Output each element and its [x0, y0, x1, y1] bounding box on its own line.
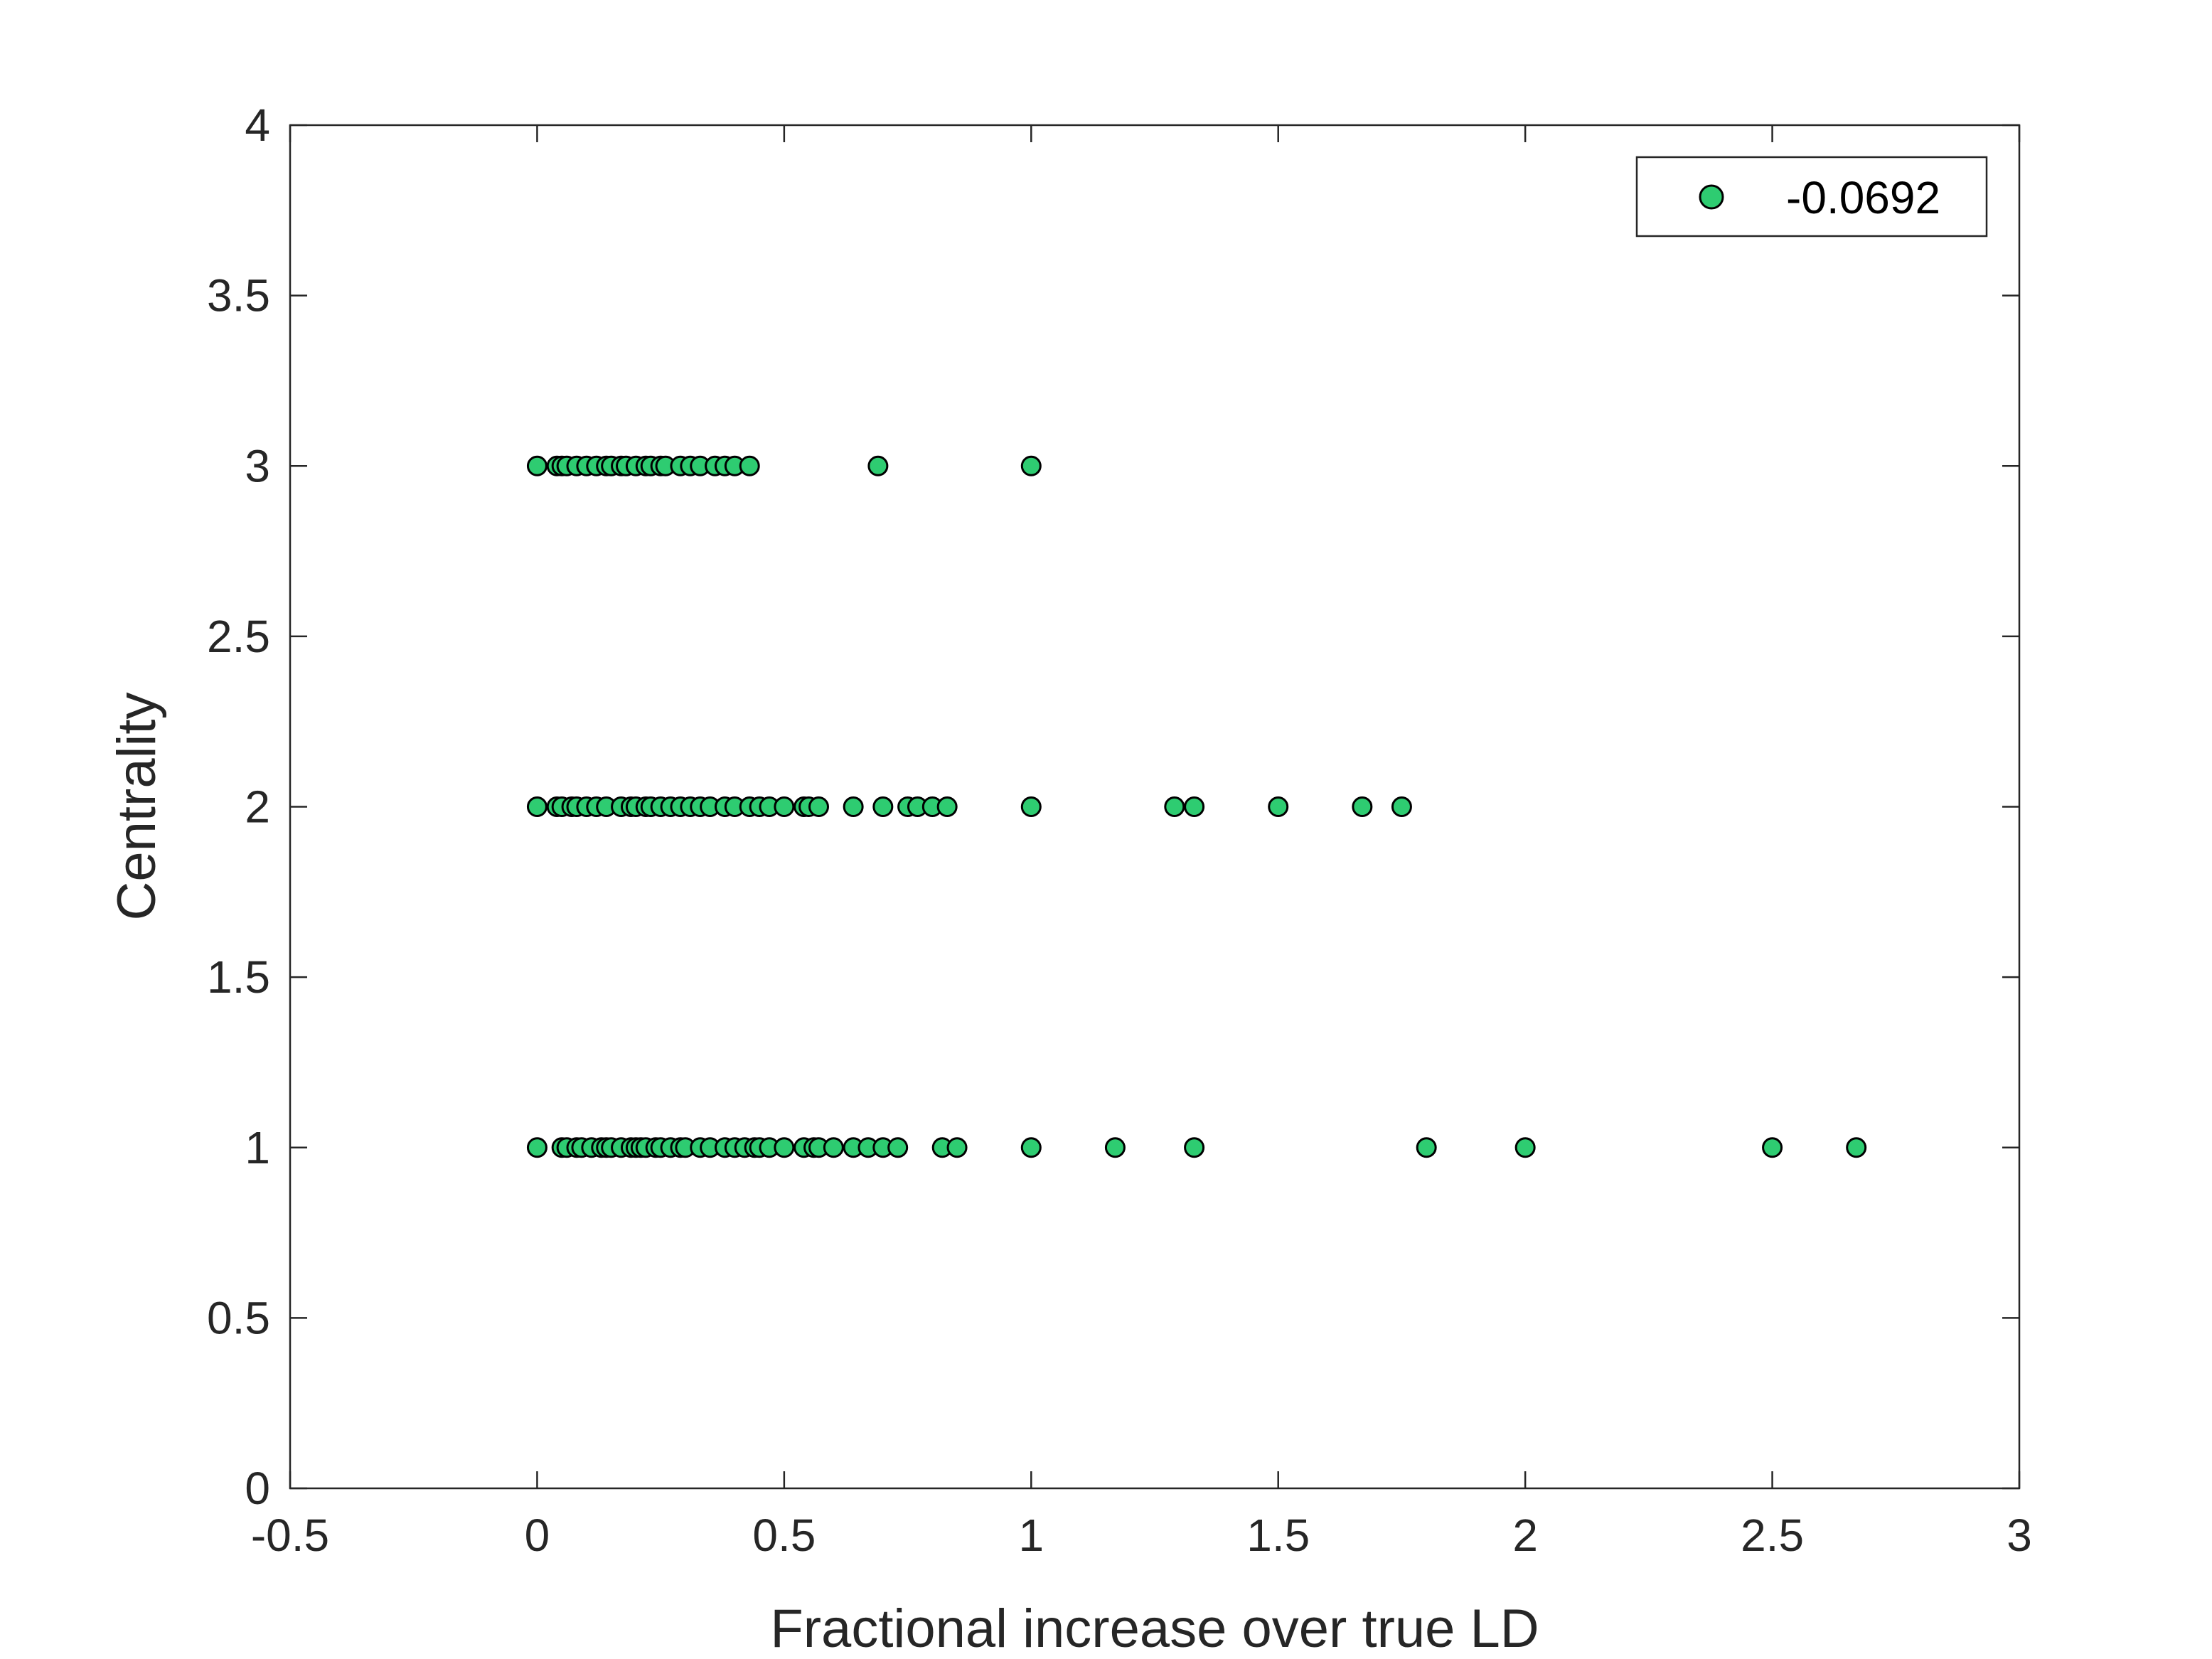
data-point [774, 796, 795, 817]
data-point [774, 1137, 795, 1158]
data-point [1268, 796, 1289, 817]
x-axis-label: Fractional increase over true LD [770, 1599, 1539, 1659]
y-axis-label: Centrality [107, 693, 167, 921]
data-point [1164, 796, 1185, 817]
data-point [1416, 1137, 1437, 1158]
data-point [823, 1137, 844, 1158]
y-tick-label: 1 [245, 1122, 270, 1173]
x-tick-label: 1 [1018, 1510, 1044, 1561]
y-tick-label: 2.5 [207, 611, 270, 662]
y-tick-label: 0 [245, 1463, 270, 1514]
data-point [1020, 455, 1042, 476]
y-tick-label: 3.5 [207, 270, 270, 321]
y-tick-label: 0.5 [207, 1292, 270, 1343]
data-point [739, 455, 760, 476]
x-tick-label: -0.5 [251, 1510, 329, 1561]
data-point [1391, 796, 1412, 817]
y-tick-labels: 0 0.5 1 1.5 2 2.5 3 3.5 4 [207, 100, 270, 1514]
data-point [867, 455, 889, 476]
data-point [1020, 1137, 1042, 1158]
x-tick-label: 0 [525, 1510, 550, 1561]
plot-frame [289, 124, 2021, 1490]
legend: -0.0692 [1635, 156, 1988, 238]
data-point [936, 796, 958, 817]
x-tick-label: 2.5 [1741, 1510, 1804, 1561]
data-point [1184, 1137, 1205, 1158]
data-point [526, 455, 547, 476]
legend-box [1635, 156, 1988, 238]
data-point [1184, 796, 1205, 817]
data-point [526, 796, 547, 817]
y-tick-label: 1.5 [207, 951, 270, 1003]
legend-marker [1699, 184, 1724, 210]
data-point [1514, 1137, 1536, 1158]
y-tick-label: 2 [245, 782, 270, 833]
x-tick-labels: -0.5 0 0.5 1 1.5 2 2.5 3 [251, 1510, 2032, 1561]
y-tick-label: 3 [245, 440, 270, 491]
legend-entry-label: -0.0692 [1786, 172, 1940, 223]
data-point [808, 796, 829, 817]
data-points [526, 455, 1867, 1158]
data-point [1846, 1137, 1867, 1158]
data-point [843, 796, 864, 817]
data-point [1020, 796, 1042, 817]
data-point [946, 1137, 968, 1158]
data-point [1352, 796, 1373, 817]
data-point [526, 1137, 547, 1158]
data-point [1104, 1137, 1126, 1158]
data-point [872, 796, 894, 817]
data-point [887, 1137, 909, 1158]
data-point [1762, 1137, 1783, 1158]
x-tick-label: 3 [2007, 1510, 2032, 1561]
y-tick-label: 4 [245, 100, 270, 151]
x-tick-label: 1.5 [1246, 1510, 1310, 1561]
x-tick-label: 2 [1512, 1510, 1538, 1561]
x-tick-label: 0.5 [752, 1510, 816, 1561]
